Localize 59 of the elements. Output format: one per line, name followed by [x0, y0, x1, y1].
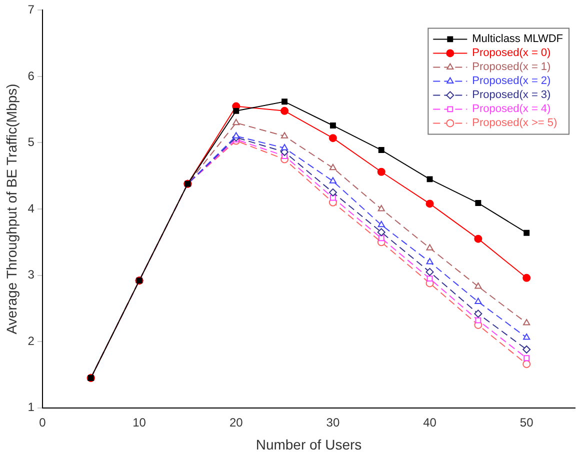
y-tick-label: 7: [28, 2, 35, 17]
point: [280, 106, 289, 115]
y-tick-label: 3: [28, 268, 35, 282]
y-tick-label: 1: [28, 400, 35, 414]
x-tick-label: 0: [39, 415, 46, 430]
point: [522, 274, 531, 282]
point: [474, 310, 482, 318]
x-tick-label: 10: [132, 415, 146, 430]
point: [330, 122, 336, 128]
point: [378, 220, 385, 228]
x-tick-label: 40: [423, 415, 437, 430]
point: [426, 176, 433, 182]
point: [523, 334, 530, 340]
point: [426, 268, 434, 276]
point: [524, 230, 530, 236]
point: [378, 147, 384, 153]
point: [426, 244, 434, 250]
legend-label: Proposed(x >= 5): [472, 117, 558, 130]
point: [474, 282, 482, 289]
point: [426, 258, 434, 264]
legend-label: Proposed(x = 1): [472, 61, 551, 74]
x-tick-label: 50: [520, 415, 534, 430]
point: [474, 234, 482, 243]
x-tick-label: 20: [229, 415, 244, 430]
x-tick-label: 30: [326, 415, 340, 430]
point: [281, 132, 288, 138]
y-tick-label: 4: [28, 201, 35, 216]
point: [233, 108, 240, 114]
point: [232, 132, 240, 138]
point: [378, 235, 384, 242]
legend-label: Proposed(x = 3): [472, 89, 551, 102]
point: [329, 164, 336, 170]
point: [426, 200, 434, 208]
point: [377, 228, 386, 236]
point: [474, 298, 482, 304]
point: [281, 144, 288, 150]
legend-label: Proposed(x = 4): [472, 103, 551, 116]
point: [523, 318, 530, 326]
legend-label: Multiclass MLWDF: [472, 33, 564, 46]
point: [378, 205, 385, 212]
y-tick-label: 2: [28, 334, 35, 348]
point: [475, 200, 482, 206]
x-axis-title: Number of Users: [256, 436, 362, 452]
y-tick-label: 6: [28, 68, 35, 83]
point: [377, 168, 386, 176]
point: [426, 276, 433, 282]
point: [232, 118, 240, 126]
point: [329, 177, 336, 184]
point: [522, 360, 531, 368]
legend-label: Proposed(x = 2): [472, 75, 551, 88]
legend-label: Proposed(x = 0): [472, 47, 551, 60]
y-axis-title: Average Throughput of BE Traffic(Mbps): [3, 84, 20, 334]
point: [328, 134, 337, 142]
point: [522, 345, 531, 354]
point: [282, 98, 288, 105]
y-tick-label: 5: [28, 135, 35, 150]
point: [524, 355, 530, 362]
point: [475, 317, 482, 324]
point: [328, 188, 337, 196]
